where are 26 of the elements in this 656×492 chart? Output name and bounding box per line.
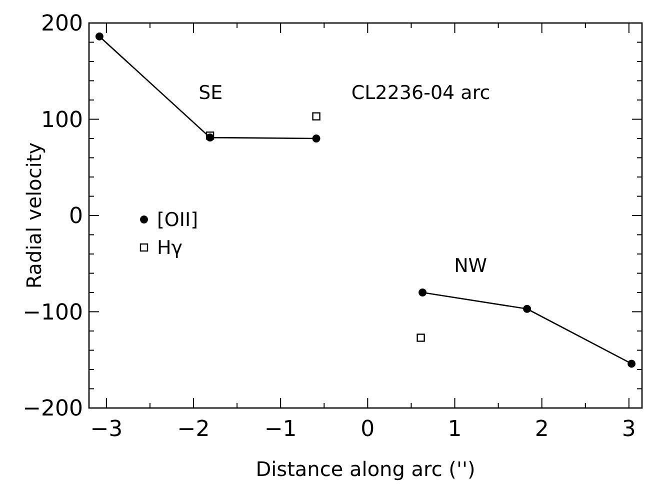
x-tick-label: −3 (90, 417, 123, 442)
y-tick-label: 100 (41, 108, 83, 133)
point (416, 334, 425, 342)
x-tick-label: 0 (360, 417, 375, 442)
y-tick-label: −100 (22, 300, 83, 326)
point (628, 360, 636, 368)
legend-label: Hγ (157, 237, 183, 260)
y-tick-label: 0 (69, 204, 83, 230)
annotation: SE (198, 82, 223, 104)
point (95, 32, 104, 40)
y-axis-title: Radial velocity (22, 142, 46, 289)
x-tick-label: 2 (534, 417, 549, 442)
x-axis-title: Distance along arc ('') (256, 457, 476, 481)
annotation: NW (454, 255, 488, 278)
x-tick-label: −1 (264, 417, 297, 442)
legend-label: [OII] (157, 209, 198, 232)
point (312, 112, 320, 120)
y-tick-label: −200 (22, 396, 83, 422)
annotation: CL2236-04 arc (351, 82, 490, 104)
x-tick-label: 1 (448, 417, 462, 442)
point (418, 288, 427, 296)
x-tick-label: −2 (177, 417, 210, 442)
x-tick-label: 3 (622, 417, 636, 442)
point (312, 134, 320, 142)
point (523, 304, 532, 313)
y-tick-label: 200 (41, 12, 83, 37)
